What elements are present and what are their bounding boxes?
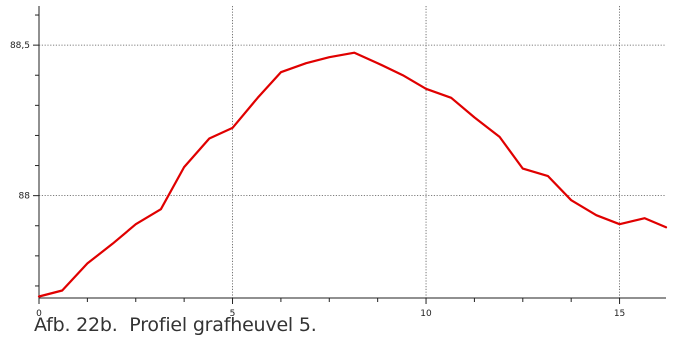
axes <box>38 6 666 299</box>
y-tick-label-88-5: 88,5 <box>10 41 30 51</box>
figure-caption: Afb. 22b. Profiel grafheuvel 5. <box>34 314 317 336</box>
profile-line-series <box>37 51 668 298</box>
x-tick-label-10: 10 <box>420 309 432 319</box>
series-layer <box>37 51 668 298</box>
y-tick-label-88: 88 <box>19 192 31 202</box>
grid-lines <box>39 6 666 298</box>
x-tick-label-5: 5 <box>230 309 236 319</box>
x-tick-label-0: 0 <box>36 309 42 319</box>
tick-marks <box>33 14 621 304</box>
tick-labels: 0 5 10 15 88 88,5 <box>10 41 625 319</box>
x-tick-label-15: 15 <box>614 309 625 319</box>
